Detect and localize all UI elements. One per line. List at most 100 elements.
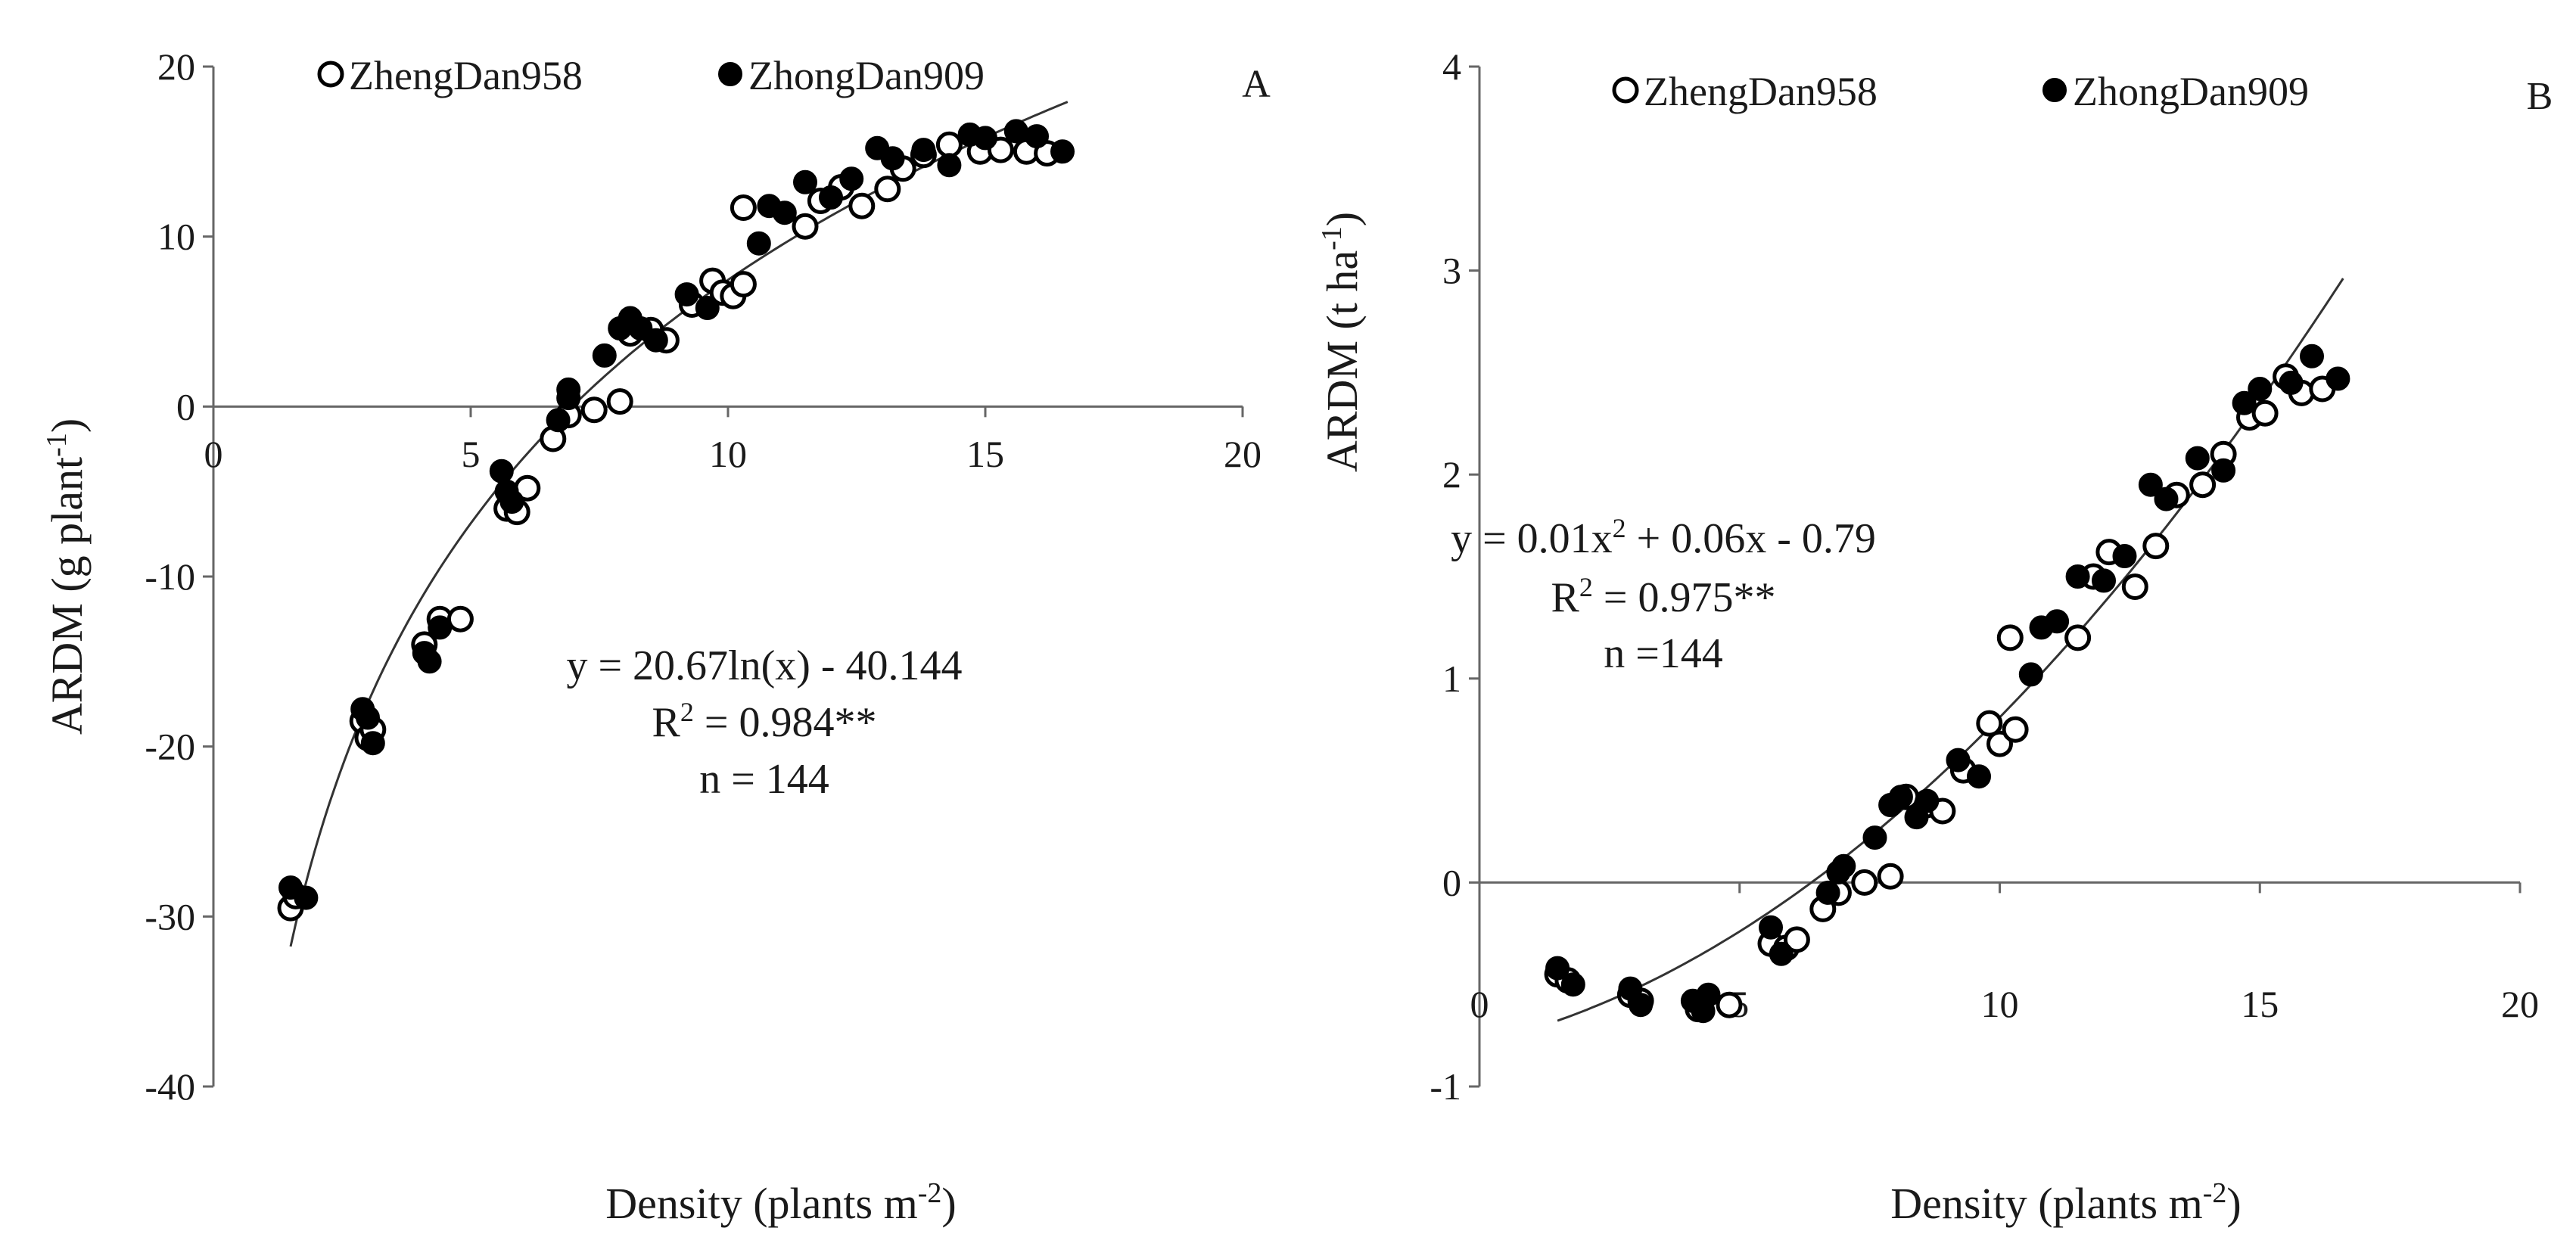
data-point <box>772 201 797 225</box>
panel-b-y-tick-label: 2 <box>1442 453 1461 496</box>
data-point <box>746 231 771 256</box>
panel-b-equation: y = 0.01x2 + 0.06x - 0.79 <box>1451 513 1876 562</box>
data-point <box>937 153 962 178</box>
panel-a-n-count: n = 144 <box>699 756 829 803</box>
data-point <box>2121 574 2148 600</box>
legend-label-zhongdan909: ZhongDan909 <box>2073 69 2309 114</box>
data-point <box>1967 764 1991 789</box>
panel-a-x-tick-label: 10 <box>709 433 747 475</box>
data-point <box>2138 472 2163 497</box>
panel-b-series-zhongdan909 <box>1545 344 2350 1024</box>
data-point <box>294 885 319 910</box>
data-point <box>1025 124 1049 149</box>
data-point <box>1003 119 1028 144</box>
panel-a-y-tick-label: 20 <box>157 45 195 88</box>
panel-b-y-tick-label: 1 <box>1442 657 1461 700</box>
data-point <box>911 138 936 163</box>
data-point <box>1851 869 1878 896</box>
data-point <box>1696 982 1721 1007</box>
data-point <box>2251 399 2279 427</box>
data-point <box>2154 487 2179 511</box>
panel-a-y-tick-label: 0 <box>176 385 195 427</box>
data-point <box>1815 880 1840 905</box>
panel-b-legend: ZhengDan958 ZhongDan909 <box>1612 69 2309 114</box>
panel-a-x-axis-title: Density (plants m-2) <box>605 1177 956 1228</box>
panel-a-x-tick-label: 15 <box>966 433 1004 475</box>
data-point <box>1769 941 1794 966</box>
data-point <box>695 296 720 320</box>
legend-label-zhongdan909: ZhongDan909 <box>748 53 985 98</box>
data-point <box>2018 662 2043 687</box>
panel-b: -10123405101520ZhengDan958ZhongDan909By … <box>1316 45 2553 1228</box>
legend-marker-zhengdan958 <box>1612 76 1639 104</box>
data-point <box>1759 915 1783 940</box>
data-point <box>1545 956 1570 981</box>
panel-a-legend: ZhengDan958 ZhongDan909 <box>317 53 985 98</box>
data-point <box>880 146 905 171</box>
data-point <box>1050 139 1075 164</box>
data-point <box>2248 377 2273 401</box>
data-point <box>556 377 581 402</box>
data-point <box>2002 716 2029 743</box>
data-point <box>360 731 385 756</box>
data-point <box>1877 863 1904 890</box>
panel-a-y-tick-label: -40 <box>145 1065 195 1108</box>
data-point <box>730 194 757 221</box>
panel-a-series-zhongdan909 <box>278 119 1075 910</box>
panel-a-y-tick-label: -30 <box>145 895 195 937</box>
data-point <box>592 343 617 368</box>
data-point <box>819 185 843 210</box>
data-point <box>2232 390 2257 415</box>
data-point <box>792 213 819 240</box>
panel-a-x-tick-label: 5 <box>462 433 481 475</box>
panel-a-equation: y = 20.67ln(x) - 40.144 <box>566 642 962 689</box>
panel-b-x-tick-label: 20 <box>2501 983 2539 1025</box>
data-point <box>2045 609 2070 634</box>
panel-b-y-tick-label: -1 <box>1430 1065 1461 1108</box>
data-point <box>356 705 380 730</box>
data-point <box>643 328 668 353</box>
legend-label-zhengdan958: ZhengDan958 <box>349 53 583 98</box>
data-point <box>417 649 442 674</box>
data-point <box>1996 624 2024 651</box>
data-point <box>2300 344 2324 368</box>
data-point <box>2326 366 2350 391</box>
data-point <box>2064 624 2092 651</box>
data-point <box>1915 788 1940 813</box>
panel-a-y-axis-title: ARDM (g plant-1) <box>41 418 92 735</box>
panel-b-x-tick-label: 0 <box>1470 983 1489 1025</box>
data-point <box>2092 568 2116 593</box>
panel-b-x-tick-label: 10 <box>1981 983 2019 1025</box>
data-point <box>489 459 514 483</box>
panel-b-n-count: n =144 <box>1604 630 1723 677</box>
data-point <box>606 388 633 415</box>
data-point <box>499 490 524 514</box>
data-point <box>546 408 571 433</box>
data-point <box>793 169 817 194</box>
data-point <box>2185 446 2210 471</box>
data-point <box>2279 370 2304 395</box>
data-point <box>2065 564 2090 589</box>
data-point <box>428 615 453 640</box>
data-point <box>839 166 864 191</box>
legend-label-zhengdan958: ZhengDan958 <box>1644 69 1878 114</box>
panel-a-label: A <box>1242 63 1271 106</box>
data-point <box>1783 926 1810 953</box>
data-point <box>973 126 997 151</box>
data-point <box>848 192 876 219</box>
data-point <box>1716 991 1743 1018</box>
panel-a-fit-curve <box>289 101 1069 947</box>
panel-a-x-tick-label: 20 <box>1224 433 1262 475</box>
panel-b-y-axis-title: ARDM (t ha-1) <box>1316 212 1367 472</box>
data-point <box>2142 533 2170 560</box>
data-point <box>2112 544 2137 568</box>
data-point <box>2211 458 2236 483</box>
data-point <box>730 271 757 298</box>
legend-marker-zhongdan909 <box>718 62 742 86</box>
panel-a-y-tick-label: 10 <box>157 216 195 258</box>
data-point <box>1976 710 2003 737</box>
data-point <box>1560 972 1585 997</box>
data-point <box>1862 825 1887 850</box>
